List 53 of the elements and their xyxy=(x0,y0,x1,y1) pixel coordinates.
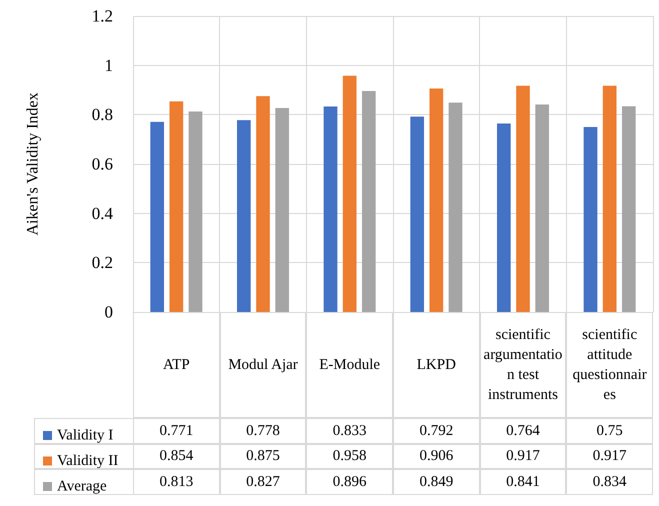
y-tick-label: 1 xyxy=(104,56,113,75)
bar xyxy=(516,86,530,312)
data-label: 0.875 xyxy=(220,444,306,469)
x-tick-label: Modul Ajar xyxy=(220,312,306,418)
x-tick-label: E-Module xyxy=(306,312,393,418)
y-tick-label: 1.2 xyxy=(92,6,113,26)
data-label: 0.813 xyxy=(133,469,220,494)
data-label: 0.771 xyxy=(133,418,220,444)
y-tick-label: 0.8 xyxy=(92,105,113,124)
data-label: 0.75 xyxy=(566,418,653,444)
data-label: 0.834 xyxy=(566,469,653,494)
data-label: 0.849 xyxy=(393,469,480,494)
bar xyxy=(256,96,270,312)
bar xyxy=(275,108,289,312)
y-tick-label: 0.6 xyxy=(92,154,113,174)
bar xyxy=(448,102,462,312)
bar xyxy=(497,124,511,312)
bar xyxy=(429,88,444,312)
data-label: 0.792 xyxy=(393,418,480,444)
y-axis-title: Aiken's Validity Index xyxy=(24,92,42,236)
x-tick-label: scientific attitude questionnaires xyxy=(566,312,653,418)
legend-label: Validity I xyxy=(57,428,114,444)
bar xyxy=(342,76,357,312)
data-label: 0.833 xyxy=(306,418,393,444)
bar xyxy=(362,90,376,312)
bar xyxy=(584,127,598,312)
data-label: 0.764 xyxy=(480,418,566,444)
bar xyxy=(237,120,251,312)
data-label: 0.906 xyxy=(393,444,480,469)
data-label: 0.827 xyxy=(220,469,306,494)
x-tick-label: LKPD xyxy=(393,312,480,418)
data-label: 0.778 xyxy=(220,418,306,444)
bar xyxy=(150,122,164,312)
bar xyxy=(188,111,202,312)
x-tick-label: ATP xyxy=(133,312,220,418)
data-label: 0.896 xyxy=(306,469,393,494)
y-tick-label: 0 xyxy=(104,302,113,322)
bar xyxy=(622,106,636,312)
bar xyxy=(324,106,338,312)
bar xyxy=(535,104,549,312)
legend-label: Average xyxy=(57,478,108,494)
x-tick-label: scientific argumentation test instruments xyxy=(480,312,566,418)
data-label: 0.917 xyxy=(566,444,653,469)
data-label: 0.958 xyxy=(306,444,393,469)
data-label: 0.917 xyxy=(480,444,566,469)
legend-label: Validity II xyxy=(57,453,118,469)
bar xyxy=(169,101,184,312)
data-label: 0.854 xyxy=(133,444,220,469)
data-label: 0.841 xyxy=(480,469,566,494)
y-tick-label: 0.2 xyxy=(92,253,113,272)
bar xyxy=(410,116,424,312)
bar xyxy=(602,86,617,312)
y-tick-label: 0.4 xyxy=(92,204,114,223)
